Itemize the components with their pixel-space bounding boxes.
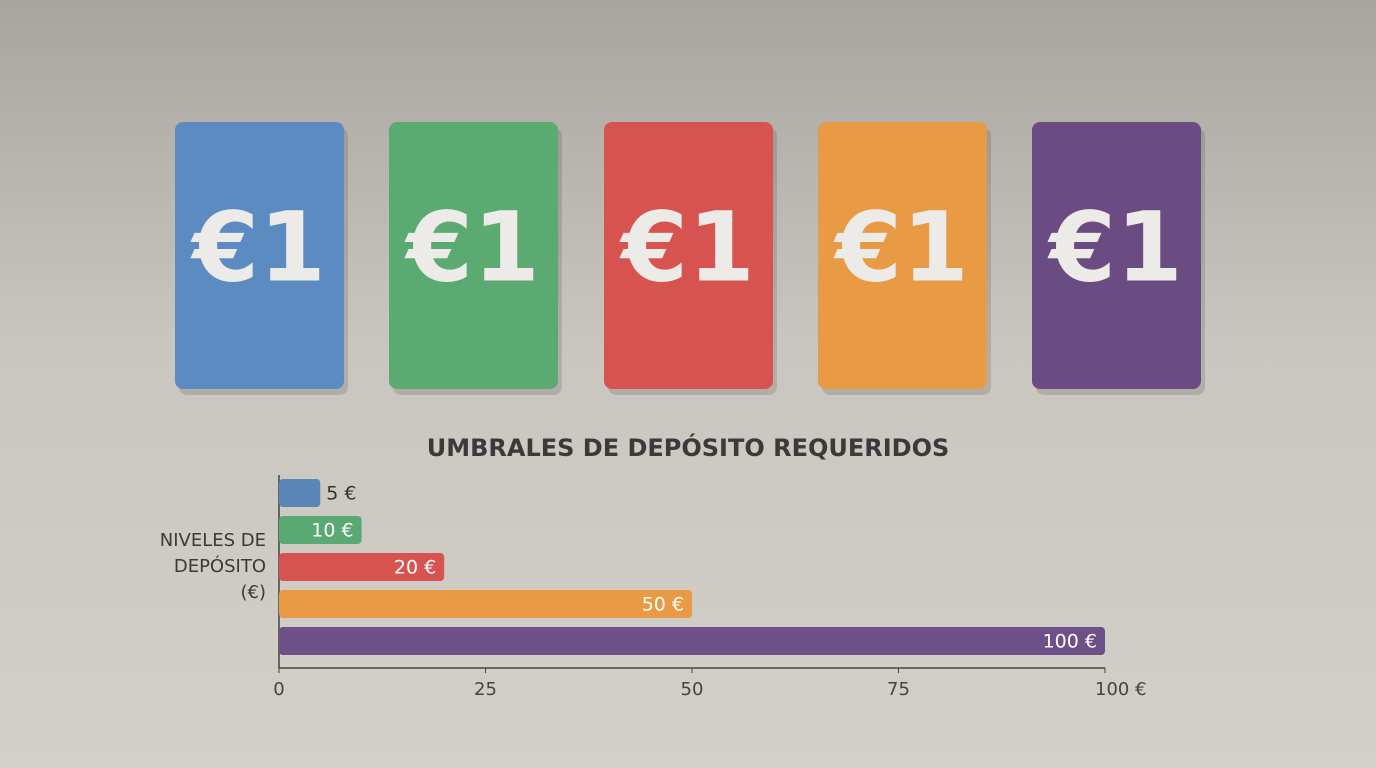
bar (279, 590, 692, 618)
bar (279, 627, 1105, 655)
card (818, 122, 987, 389)
y-axis-label-line: DEPÓSITO (174, 555, 266, 577)
x-tick-label: 0 (273, 679, 284, 700)
y-axis-label-line: NIVELES DE (160, 530, 266, 551)
bar-value-label: 50 € (642, 594, 684, 616)
card (175, 122, 344, 389)
bar-value-label: 100 € (1043, 631, 1097, 653)
bar-value-label: 10 € (311, 520, 353, 542)
card-label: €1 (833, 191, 969, 303)
y-axis-label: NIVELES DE DEPÓSITO (€) (160, 530, 266, 603)
x-tick-label: 25 (474, 679, 497, 700)
bar-value-label: 5 € (326, 483, 356, 505)
card (389, 122, 558, 389)
card-label: €1 (1047, 191, 1183, 303)
chart-title: UMBRALES DE DEPÓSITO REQUERIDOS (427, 432, 950, 462)
card (1032, 122, 1201, 389)
card (604, 122, 773, 389)
bar (279, 479, 321, 507)
card-label: €1 (404, 191, 540, 303)
card-label: €1 (190, 191, 326, 303)
x-tick-label: 50 (681, 679, 704, 700)
y-axis-label-line: (€) (241, 582, 267, 603)
x-tick-label: 75 (887, 679, 910, 700)
bar-value-label: 20 € (394, 557, 436, 579)
x-tick-label: 100 € (1095, 679, 1147, 700)
card-label: €1 (619, 191, 755, 303)
bar (279, 516, 362, 544)
bar (279, 553, 445, 581)
